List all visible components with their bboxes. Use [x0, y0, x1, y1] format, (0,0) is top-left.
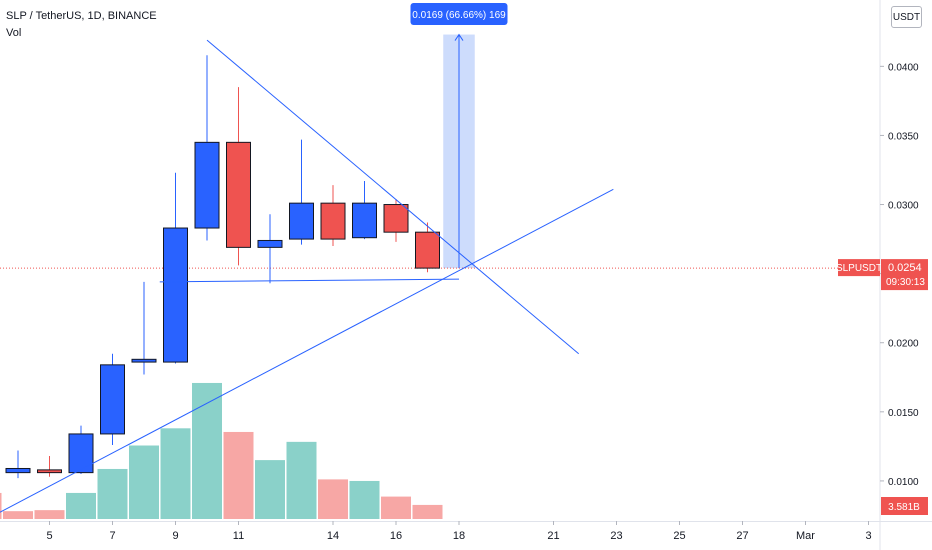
- candle-body: [289, 202, 314, 240]
- volume-bar: [192, 382, 222, 519]
- candle-body: [226, 141, 251, 248]
- candle-body: [163, 227, 188, 363]
- volume-bar: [318, 479, 348, 519]
- candle-body: [68, 433, 94, 474]
- price-tick-label: 0.0400: [888, 62, 919, 73]
- volume-bar: [160, 428, 191, 519]
- measure-arrow-head: [454, 33, 464, 41]
- horizontal-support-line: [159, 278, 460, 283]
- time-tick-label: Mar: [796, 530, 815, 542]
- measure-label-box: [410, 3, 508, 25]
- time-tick-label: 5: [46, 530, 52, 542]
- volume-bar: [34, 510, 65, 519]
- time-tick-label: 11: [233, 530, 244, 542]
- last-price-badge: [881, 259, 928, 291]
- volume-value-text: 3.581B: [888, 502, 920, 513]
- countdown-text: 09:30:13: [886, 277, 925, 288]
- price-tick-label: 0.0300: [888, 201, 919, 212]
- time-tick-label: 16: [390, 530, 402, 542]
- last-price-text: 0.0254: [888, 262, 922, 274]
- volume-bar: [129, 445, 159, 519]
- ascending-trendline: [0, 188, 614, 513]
- time-tick-label: 14: [327, 530, 339, 542]
- volume-bar: [412, 504, 443, 519]
- time-tick-label: 7: [109, 530, 115, 542]
- volume-indicator-label[interactable]: Vol: [6, 27, 22, 39]
- candle-body: [5, 467, 31, 474]
- price-tick-label: 0.0150: [888, 408, 919, 419]
- volume-bar: [3, 511, 33, 519]
- candle-body: [100, 364, 125, 435]
- volume-value-badge: [881, 497, 928, 515]
- candle-body: [194, 141, 220, 229]
- volume-bar: [66, 492, 96, 519]
- volume-bar: [223, 431, 254, 519]
- time-tick-label: 23: [610, 530, 622, 542]
- symbol-badge-text: SLPUSDT: [836, 263, 882, 274]
- candle-body: [37, 469, 62, 474]
- volume-bar: [349, 480, 380, 519]
- symbol-title: SLP / TetherUS, 1D, BINANCE: [6, 10, 157, 22]
- volume-bar: [255, 460, 285, 519]
- candle-body: [320, 202, 346, 240]
- volume-bar: [286, 441, 317, 519]
- time-tick-label: 9: [172, 530, 178, 542]
- price-tick-label: 0.0350: [888, 131, 919, 142]
- price-tick-label: 0.0200: [888, 339, 919, 350]
- candle-body: [352, 202, 377, 239]
- price-tick-label: 0.0100: [888, 477, 919, 488]
- time-tick-label: 27: [736, 530, 748, 542]
- candle-body: [383, 204, 409, 233]
- measure-label-text: 0.0169 (66.66%) 169: [412, 10, 506, 21]
- volume-bar: [0, 492, 2, 519]
- time-tick-label: 25: [673, 530, 685, 542]
- candle-body: [415, 231, 440, 269]
- descending-trendline: [206, 39, 580, 355]
- time-tick-label: 18: [453, 530, 465, 542]
- candle-body: [257, 239, 283, 248]
- time-tick-label: 21: [547, 530, 559, 542]
- volume-bar: [97, 468, 128, 519]
- candle-body: [131, 358, 157, 363]
- currency-button[interactable]: USDT: [891, 6, 922, 28]
- time-tick-label: 3: [865, 530, 871, 542]
- volume-bar: [381, 496, 411, 519]
- symbol-price-badge: [838, 259, 880, 277]
